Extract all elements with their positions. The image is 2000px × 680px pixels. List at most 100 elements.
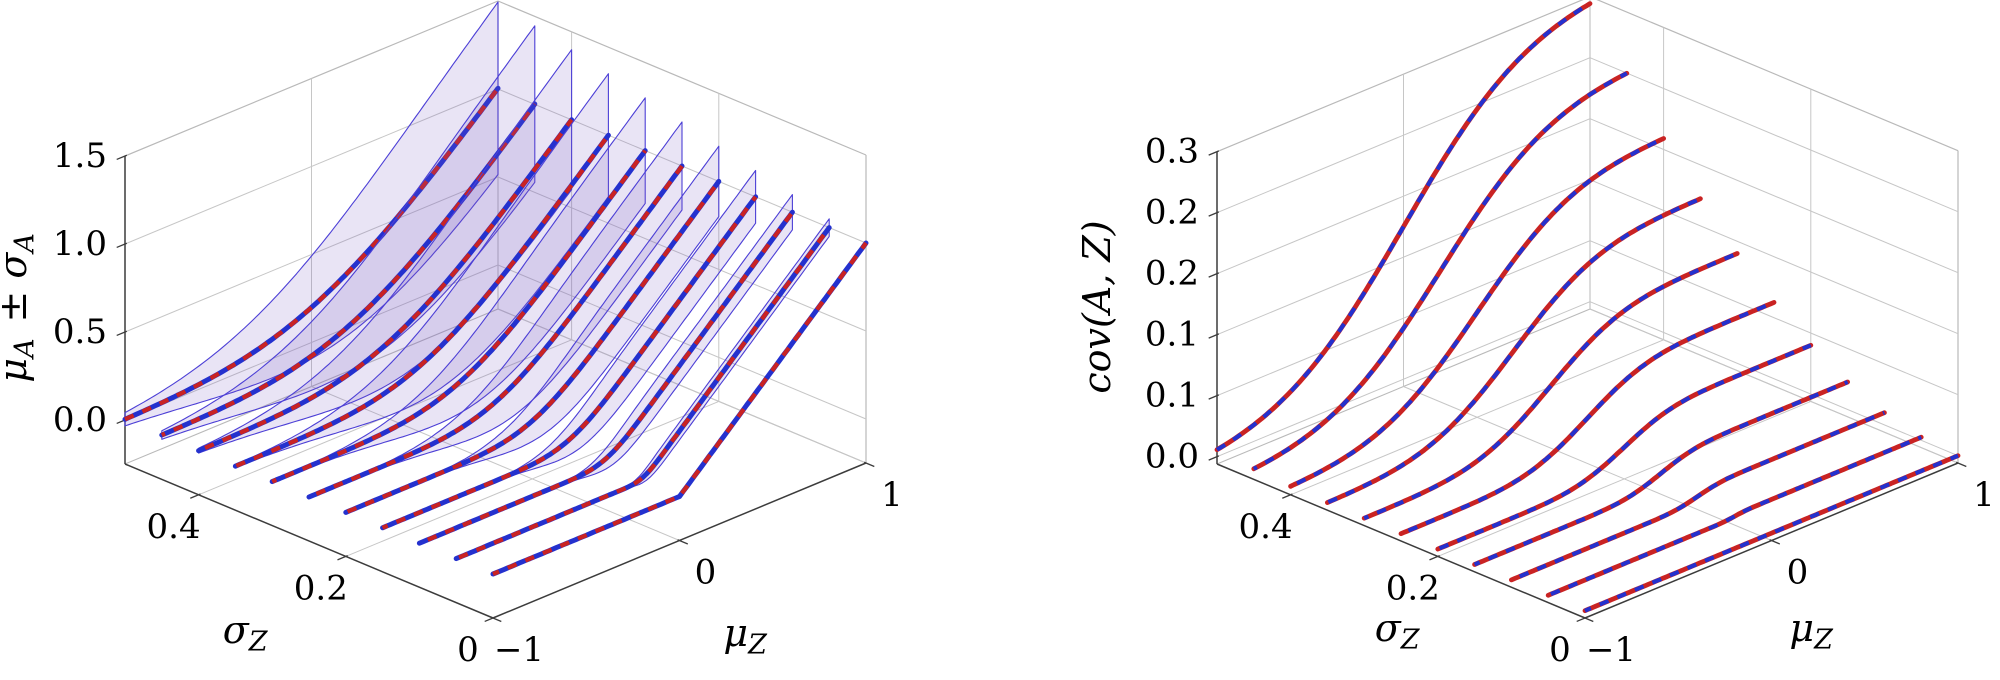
mu-axis-title: μZ [723, 611, 770, 661]
sigma-axis [1216, 463, 1586, 619]
sigma-tick-label: 0.4 [1239, 507, 1293, 547]
ridge-line-dashed [197, 118, 574, 453]
box-top-edge [1216, 0, 1584, 153]
sigma-axis [124, 463, 494, 619]
sigma-axis-title: σZ [1375, 606, 1424, 656]
mu-tick-label: −1 [494, 630, 544, 670]
ridgeline-sigma-0.2 [1435, 342, 1814, 552]
ridge-line-dashed [308, 164, 684, 499]
z-gridline [1589, 57, 1959, 213]
ridge-line-dashed [1436, 343, 1812, 551]
ridge-line-dashed [381, 195, 758, 530]
ridgeline-sigma-0.05 [1545, 434, 1924, 598]
z-tick [116, 242, 128, 249]
sigma-floor-gridline [1290, 339, 1664, 496]
ridgeline-sigma-0.15 [380, 169, 759, 531]
axis-labels: 0.0 0.1 0.1 0.2 0.2 0.3 0 0.2 0.4 −1 0 1 σZ μZ cov(A… [1075, 132, 1995, 670]
sigma-tick-label: 0 [457, 630, 479, 670]
sigma-axis-title: σZ [223, 608, 272, 658]
z-tick-label: 0.2 [1145, 193, 1199, 233]
z-gridline [1589, 179, 1959, 335]
ridge-line-dashed [1215, 1, 1592, 452]
z-tick [1208, 211, 1220, 217]
ridgeline-sigma-0.35 [1325, 196, 1703, 505]
ridge-line-dashed [1252, 71, 1628, 471]
ridgeline-series [122, 1, 869, 577]
ridge-line-dashed [1363, 251, 1739, 521]
sigma-tick-label: 0.2 [294, 568, 348, 608]
ridge-line-solid [1582, 453, 1961, 614]
ridgeline-sigma-0.25 [1398, 300, 1777, 537]
z-gridline [1589, 301, 1959, 457]
sigma-tick [484, 616, 496, 623]
z-tick-label: 0.2 [1145, 254, 1199, 294]
ridge-line-dashed [455, 226, 831, 561]
ridge-line-dashed [1289, 136, 1665, 489]
ridge-line-dashed [1473, 380, 1849, 567]
ridge-line-dashed [1400, 300, 1775, 536]
z-tick [1208, 333, 1220, 339]
ridge-line-dashed [1326, 196, 1702, 505]
covariance-3d-plot: 0.0 0.1 0.1 0.2 0.2 0.3 0 0.2 0.4 −1 0 1 σZ μZ cov(A… [1075, 0, 1995, 670]
box-top-edge [497, 0, 867, 156]
sigma-tick-label: 0.4 [147, 507, 201, 547]
ridge-line-dashed [271, 149, 647, 484]
z-tick [1208, 150, 1220, 156]
mu-tick-label: 1 [1973, 475, 1995, 515]
mean-std-3d-plot: 0.0 0.5 1.0 1.5 0 0.2 0.4 −1 0 1 σZ μZ μA ± σA [0, 0, 903, 670]
mu-tick-label: 1 [881, 475, 903, 515]
z-tick-label: 0.1 [1145, 315, 1199, 355]
z-axis-title: μA ± σA [0, 229, 41, 382]
z-tick-label: 0.0 [53, 400, 107, 440]
sigma-tick [337, 555, 348, 561]
ridgeline-sigma-0.5 [122, 1, 501, 427]
mu-tick [1769, 539, 1781, 545]
z-gridline [1589, 240, 1959, 396]
sigma-floor-gridline [345, 400, 719, 557]
mu-tick-label: 0 [1787, 553, 1809, 593]
z-tick [1208, 394, 1220, 400]
mu-tick-label: −1 [1586, 630, 1636, 670]
z-gridline [1589, 118, 1959, 274]
ridgeline-sigma-0.05 [453, 218, 832, 562]
ridge-line-solid [1325, 196, 1703, 505]
ridgeline-sigma-0 [490, 240, 869, 577]
ridgeline-sigma-0.1 [1509, 410, 1887, 583]
z-tick-label: 0.0 [1145, 437, 1199, 477]
ridgeline-sigma-0.25 [306, 121, 685, 500]
ridgeline-sigma-0.2 [343, 145, 722, 515]
mu-tick [863, 461, 875, 468]
z-tick-label: 1.0 [53, 224, 107, 264]
ridge-line-dashed [1510, 410, 1886, 582]
box-top-edge [1596, 0, 1959, 152]
ridgeline-sigma-0.4 [1288, 136, 1666, 489]
ridgeline-sigma-0.3 [269, 97, 648, 485]
ridgeline-sigma-0.1 [416, 194, 795, 546]
mu-tick-label: 0 [695, 553, 717, 593]
ridgeline-sigma-0.15 [1472, 379, 1850, 567]
z-tick-label: 1.5 [53, 136, 107, 176]
grid [1216, 0, 1959, 557]
uncertainty-band [124, 1, 499, 427]
mu-axis-title: μZ [1789, 606, 1836, 656]
ridge-line-solid [1251, 70, 1630, 472]
ridgeline-sigma-0.3 [1361, 251, 1740, 521]
z-tick [116, 154, 128, 161]
ridge-line-dashed [234, 133, 611, 469]
sigma-tick [1576, 616, 1588, 623]
ridgeline-sigma-0.45 [1251, 70, 1630, 472]
ridge-line-dashed [344, 180, 721, 515]
axis-labels: 0.0 0.5 1.0 1.5 0 0.2 0.4 −1 0 1 σZ μZ μA ± σA [0, 136, 903, 670]
mu-tick [1955, 461, 1967, 468]
z-tick [1208, 272, 1220, 278]
uncertainty-band [271, 97, 646, 483]
uncertainty-band [308, 121, 683, 498]
z-tick-label: 0.5 [53, 312, 107, 352]
ridgeline-sigma-0.4 [196, 49, 575, 454]
ridgeline-sigma-0 [1582, 453, 1961, 614]
sigma-tick-label: 0.2 [1386, 568, 1440, 608]
sigma-tick [1282, 493, 1293, 499]
sigma-floor-gridline [1437, 400, 1811, 557]
mu-tick [677, 539, 689, 545]
ridge-line-dashed [1547, 435, 1923, 598]
